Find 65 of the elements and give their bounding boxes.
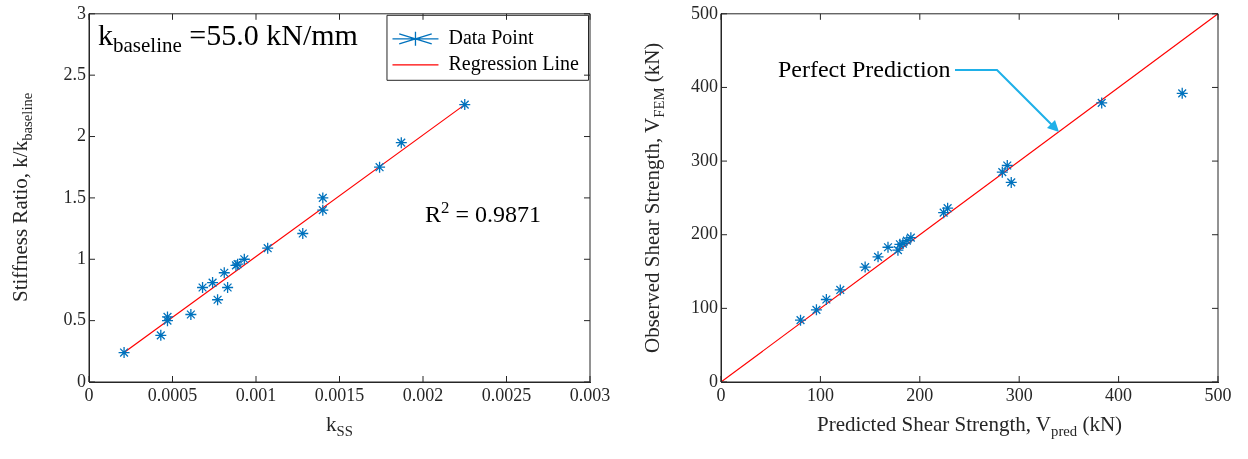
- x-tick-label: 0.001: [235, 384, 277, 405]
- x-axis-title: Predicted Shear Strength, V$_{pred}$ (kN): [816, 412, 1123, 441]
- point: [820, 293, 833, 306]
- point: [373, 161, 386, 174]
- x-tick-label: 100: [806, 384, 834, 405]
- annotation: k$_{baseline}$ =55.0 kN/mm: [98, 18, 358, 58]
- y-tick-label: 0: [77, 370, 86, 391]
- point: [1176, 87, 1189, 100]
- point: [871, 250, 885, 263]
- point: [810, 303, 823, 316]
- point: [161, 310, 174, 324]
- point: [794, 313, 807, 327]
- x-tick-label: 0.0015: [314, 384, 365, 405]
- legend-label: Regression Line: [448, 52, 580, 76]
- y-tick-label: 500: [691, 2, 718, 23]
- x-tick-label: 400: [1105, 384, 1133, 405]
- point: [834, 283, 847, 297]
- y-tick-label: 0.5: [63, 309, 86, 330]
- y-tick-label: 3: [77, 2, 86, 23]
- point: [1001, 159, 1014, 172]
- point: [154, 329, 167, 342]
- point: [261, 242, 274, 255]
- point: [395, 136, 408, 149]
- point: [858, 260, 872, 274]
- point: [316, 191, 329, 205]
- annotation: R$^{2}$ = 0.9871: [425, 198, 541, 228]
- point: [941, 202, 954, 215]
- x-tick-label: 200: [906, 384, 934, 405]
- x-tick-label: 500: [1204, 384, 1232, 405]
- point: [1005, 176, 1018, 189]
- y-tick-label: 400: [691, 76, 718, 97]
- point: [996, 165, 1009, 179]
- point: [196, 281, 209, 294]
- y-tick-label: 100: [691, 297, 718, 318]
- x-tick-label: 0.003: [569, 384, 611, 405]
- point: [881, 241, 895, 254]
- x-axis-title: k$_{SS}$: [326, 412, 353, 441]
- point: [184, 308, 198, 321]
- y-tick-label: 0: [709, 370, 718, 391]
- point: [117, 346, 131, 359]
- legend-label: Data Point: [448, 26, 534, 49]
- point: [891, 244, 905, 257]
- point: [458, 98, 471, 111]
- y-tick-label: 200: [691, 223, 718, 244]
- y-tick-label: 2: [77, 125, 86, 146]
- point: [221, 281, 234, 294]
- x-tick-label: 0.0005: [147, 384, 198, 405]
- point: [238, 253, 251, 266]
- x-tick-label: 300: [1005, 384, 1033, 405]
- point: [206, 276, 219, 289]
- point: [1095, 96, 1108, 110]
- point: [211, 293, 224, 306]
- annotation: Perfect Prediction: [777, 56, 951, 84]
- point: [296, 227, 309, 240]
- y-tick-label: 300: [691, 149, 718, 170]
- y-tick-label: 1: [77, 248, 86, 268]
- point: [316, 204, 329, 217]
- x-tick-label: 0.0025: [481, 384, 532, 405]
- point: [900, 234, 914, 247]
- x-tick-label: 0.002: [402, 384, 444, 405]
- y-tick-label: 2.5: [63, 63, 86, 84]
- point: [904, 231, 917, 244]
- y-tick-label: 1.5: [63, 186, 86, 207]
- point: [937, 206, 950, 219]
- point: [218, 266, 231, 279]
